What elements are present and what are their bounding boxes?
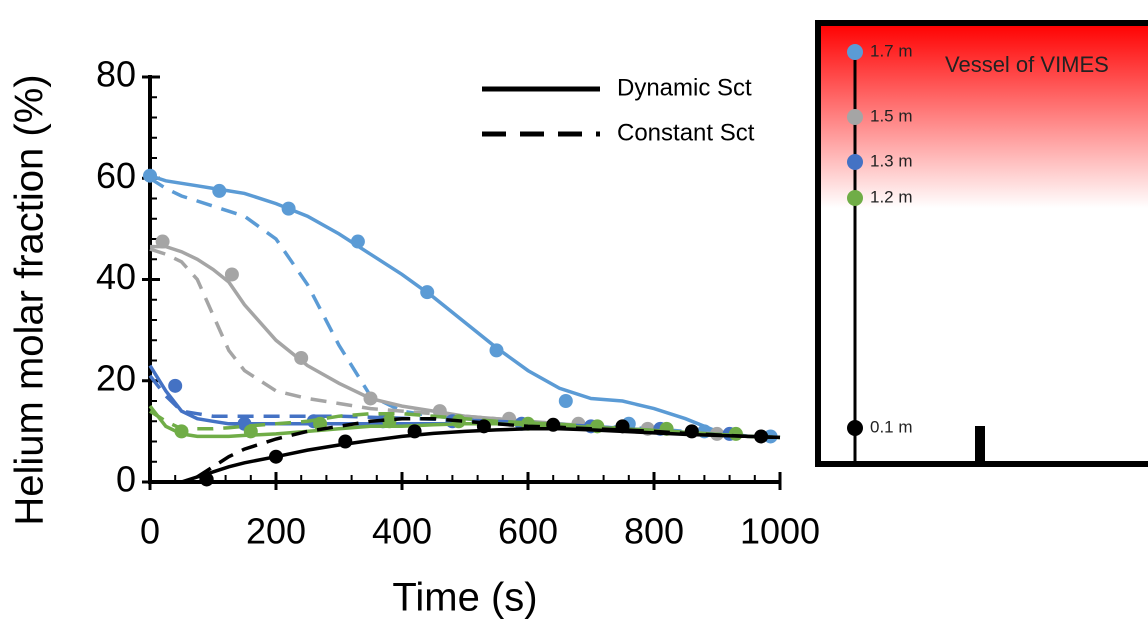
- x-tick-label: 1000: [740, 511, 820, 552]
- experiment-point: [212, 183, 227, 198]
- constant-line: [149, 176, 781, 440]
- experiment-point: [281, 201, 296, 216]
- experiment-point: [243, 424, 258, 439]
- experiment-point: [754, 429, 769, 444]
- y-tick-label: 80: [96, 54, 136, 95]
- experiment-point: [199, 472, 214, 487]
- legend-label: Constant Sct: [617, 119, 755, 146]
- experiment-point: [363, 391, 378, 406]
- x-tick-label: 400: [372, 511, 432, 552]
- experiment-point: [407, 424, 422, 439]
- probe-dot: [847, 420, 863, 436]
- experiment-point: [615, 419, 630, 434]
- probe-dot: [847, 44, 863, 60]
- probe-dot: [847, 190, 863, 206]
- probe-label: 1.3 m: [870, 151, 913, 170]
- vessel-title: Vessel of VIMES: [945, 52, 1109, 77]
- x-tick-label: 200: [246, 511, 306, 552]
- experiment-point: [420, 285, 435, 300]
- experiment-point: [558, 394, 573, 408]
- y-tick-label: 40: [96, 256, 136, 297]
- vessel-outlet: [975, 426, 985, 462]
- x-tick-label: 0: [140, 511, 160, 552]
- x-axis-title: Time (s): [392, 576, 537, 620]
- experiment-point: [294, 350, 309, 365]
- y-tick-label: 60: [96, 155, 136, 196]
- constant-line: [149, 409, 781, 440]
- experiment-point: [338, 434, 353, 449]
- experiment-point: [728, 426, 743, 441]
- dynamic-line: [180, 427, 781, 484]
- constant-line: [149, 247, 781, 440]
- x-tick-label: 600: [498, 511, 558, 552]
- legend-label: Dynamic Sct: [617, 74, 752, 101]
- dynamic-line: [149, 174, 781, 440]
- y-tick-label: 20: [96, 357, 136, 398]
- experiment-point: [174, 424, 189, 439]
- y-axis-title: Helium molar fraction (%): [8, 74, 52, 525]
- experiment-point: [143, 168, 157, 183]
- probe-label: 1.7 m: [870, 41, 913, 60]
- experiment-point: [350, 234, 365, 249]
- experiment-point: [155, 234, 170, 249]
- experiment-point: [224, 267, 239, 282]
- probe-label: 1.5 m: [870, 106, 913, 125]
- x-tick-label: 800: [624, 511, 684, 552]
- vessel: [815, 20, 1148, 467]
- probe-dot: [847, 154, 863, 170]
- probe-dot: [847, 109, 863, 125]
- dynamic-line: [150, 244, 781, 440]
- experiment-point: [432, 404, 447, 419]
- experiment-point: [168, 378, 183, 393]
- constant-line: [196, 416, 781, 479]
- probe-label: 0.1 m: [870, 417, 913, 436]
- experiment-point: [489, 343, 504, 358]
- experiment-point: [546, 417, 561, 432]
- y-tick-label: 0: [116, 459, 136, 500]
- experiment-point: [476, 419, 491, 434]
- experiment-point: [269, 449, 283, 464]
- experiment-point: [382, 414, 397, 429]
- experiment-point: [684, 424, 699, 439]
- probe-label: 1.2 m: [870, 187, 913, 206]
